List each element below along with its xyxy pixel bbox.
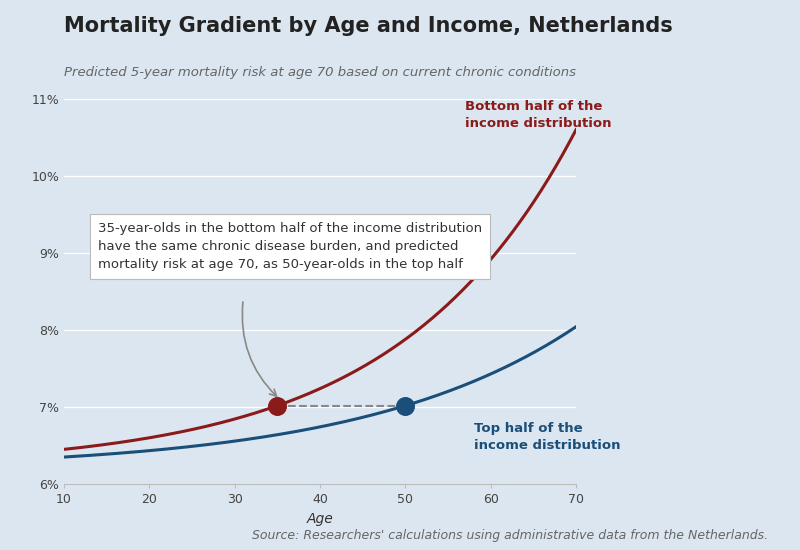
Point [399, 402, 412, 410]
Text: Mortality Gradient by Age and Income, Netherlands: Mortality Gradient by Age and Income, Ne… [64, 16, 673, 36]
Text: Source: Researchers' calculations using administrative data from the Netherlands: Source: Researchers' calculations using … [252, 529, 768, 542]
Text: Bottom half of the
income distribution: Bottom half of the income distribution [465, 100, 611, 130]
Text: Predicted 5-year mortality risk at age 70 based on current chronic conditions: Predicted 5-year mortality risk at age 7… [64, 66, 576, 79]
Text: 35-year-olds in the bottom half of the income distribution
have the same chronic: 35-year-olds in the bottom half of the i… [98, 222, 482, 271]
Point [271, 402, 284, 410]
Text: Top half of the
income distribution: Top half of the income distribution [474, 422, 620, 452]
X-axis label: Age: Age [306, 512, 334, 526]
